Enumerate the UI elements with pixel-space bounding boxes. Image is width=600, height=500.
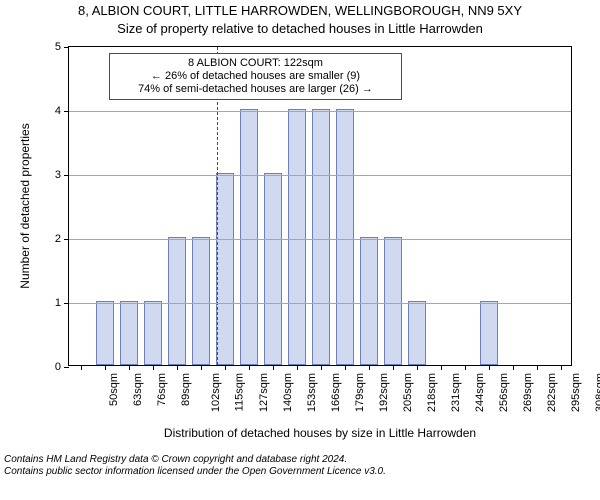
bar: [288, 109, 305, 365]
plot-area: 8 ALBION COURT: 122sqm← 26% of detached …: [68, 46, 572, 366]
x-tick-mark: [441, 365, 442, 370]
gridline-h: [69, 303, 571, 304]
x-tick-label: 295sqm: [570, 373, 582, 412]
y-axis-label: Number of detached properties: [18, 123, 32, 288]
x-tick-label: 256sqm: [498, 373, 510, 412]
bar: [312, 109, 329, 365]
x-tick-label: 244sqm: [474, 373, 486, 412]
x-tick-mark: [105, 365, 106, 370]
y-tick-label: 0: [55, 361, 69, 373]
bar: [144, 301, 161, 365]
y-tick-label: 1: [55, 297, 69, 309]
bar: [408, 301, 425, 365]
bar: [384, 237, 401, 365]
attribution-line2: Contains public sector information licen…: [4, 466, 600, 478]
x-tick-label: 231sqm: [450, 373, 462, 412]
bar: [168, 237, 185, 365]
x-tick-mark: [561, 365, 562, 370]
x-tick-mark: [225, 365, 226, 370]
x-tick-label: 50sqm: [108, 373, 120, 406]
gridline-h: [69, 111, 571, 112]
y-tick-label: 4: [55, 105, 69, 117]
x-tick-mark: [537, 365, 538, 370]
x-tick-label: 166sqm: [330, 373, 342, 412]
bar: [120, 301, 137, 365]
x-tick-mark: [465, 365, 466, 370]
x-tick-label: 192sqm: [378, 373, 390, 412]
gridline-h: [69, 175, 571, 176]
x-tick-label: 308sqm: [594, 373, 600, 412]
x-tick-mark: [345, 365, 346, 370]
bar: [264, 173, 281, 365]
attribution-line1: Contains HM Land Registry data © Crown c…: [4, 454, 600, 466]
bar: [360, 237, 377, 365]
annotation-line: 74% of semi-detached houses are larger (…: [116, 83, 394, 96]
x-tick-mark: [153, 365, 154, 370]
x-tick-label: 102sqm: [210, 373, 222, 412]
y-tick-label: 5: [55, 41, 69, 53]
x-tick-label: 76sqm: [156, 373, 168, 406]
x-tick-label: 218sqm: [426, 373, 438, 412]
annotation-line: ← 26% of detached houses are smaller (9): [116, 70, 394, 83]
x-tick-mark: [489, 365, 490, 370]
x-tick-mark: [129, 365, 130, 370]
x-tick-mark: [417, 365, 418, 370]
x-tick-label: 89sqm: [180, 373, 192, 406]
x-tick-mark: [273, 365, 274, 370]
x-tick-label: 205sqm: [402, 373, 414, 412]
x-tick-mark: [513, 365, 514, 370]
chart-title-line1: 8, ALBION COURT, LITTLE HARROWDEN, WELLI…: [0, 4, 600, 19]
bar: [336, 109, 353, 365]
chart-root: 8, ALBION COURT, LITTLE HARROWDEN, WELLI…: [0, 0, 600, 500]
bar: [216, 173, 233, 365]
x-tick-mark: [249, 365, 250, 370]
x-tick-label: 153sqm: [306, 373, 318, 412]
bar: [480, 301, 497, 365]
x-tick-mark: [201, 365, 202, 370]
x-tick-label: 269sqm: [522, 373, 534, 412]
x-tick-label: 282sqm: [546, 373, 558, 412]
y-tick-label: 3: [55, 169, 69, 181]
x-tick-label: 140sqm: [282, 373, 294, 412]
x-tick-mark: [369, 365, 370, 370]
chart-title-line2: Size of property relative to detached ho…: [0, 22, 600, 37]
x-tick-label: 63sqm: [132, 373, 144, 406]
bar: [240, 109, 257, 365]
x-tick-mark: [81, 365, 82, 370]
x-tick-mark: [393, 365, 394, 370]
x-tick-label: 127sqm: [258, 373, 270, 412]
bar: [192, 237, 209, 365]
attribution-block: Contains HM Land Registry data © Crown c…: [0, 454, 600, 477]
y-tick-label: 2: [55, 233, 69, 245]
x-tick-label: 115sqm: [233, 373, 245, 411]
x-tick-mark: [297, 365, 298, 370]
gridline-h: [69, 239, 571, 240]
x-axis-label: Distribution of detached houses by size …: [68, 426, 572, 440]
x-tick-mark: [321, 365, 322, 370]
bar: [96, 301, 113, 365]
x-tick-mark: [177, 365, 178, 370]
x-tick-label: 179sqm: [354, 373, 366, 412]
annotation-line: 8 ALBION COURT: 122sqm: [116, 57, 394, 70]
annotation-box: 8 ALBION COURT: 122sqm← 26% of detached …: [109, 53, 401, 101]
